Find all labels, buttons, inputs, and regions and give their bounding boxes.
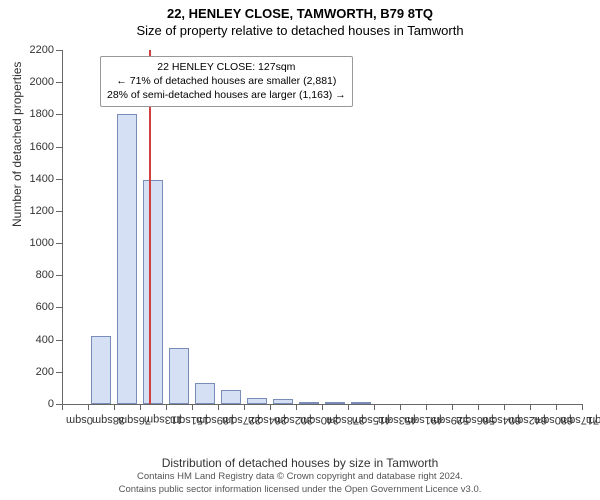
y-tick-label: 1000 bbox=[30, 237, 54, 249]
y-axis-line bbox=[62, 50, 63, 404]
histogram-bar bbox=[325, 402, 345, 404]
x-tick bbox=[582, 404, 583, 410]
histogram-bar bbox=[117, 114, 137, 404]
x-tick bbox=[296, 404, 297, 410]
y-tick-label: 2000 bbox=[30, 76, 54, 88]
callout-line3: 28% of semi-detached houses are larger (… bbox=[107, 88, 346, 102]
x-tick bbox=[88, 404, 89, 410]
x-tick bbox=[452, 404, 453, 410]
x-tick bbox=[270, 404, 271, 410]
x-tick bbox=[166, 404, 167, 410]
chart-plot-area: 0200400600800100012001400160018002000220… bbox=[62, 50, 582, 404]
x-tick bbox=[556, 404, 557, 410]
y-tick-label: 1400 bbox=[30, 173, 54, 185]
y-tick-label: 600 bbox=[36, 301, 54, 313]
x-tick bbox=[504, 404, 505, 410]
x-tick bbox=[530, 404, 531, 410]
histogram-bar bbox=[195, 383, 215, 404]
y-tick-label: 800 bbox=[36, 269, 54, 281]
histogram-bar bbox=[351, 402, 371, 404]
y-tick bbox=[56, 307, 62, 308]
y-tick-label: 400 bbox=[36, 334, 54, 346]
histogram-bar bbox=[273, 399, 293, 404]
y-tick-label: 0 bbox=[48, 398, 54, 410]
y-tick-label: 1800 bbox=[30, 108, 54, 120]
x-tick bbox=[244, 404, 245, 410]
histogram-bar bbox=[221, 390, 241, 404]
histogram-bar bbox=[91, 336, 111, 404]
y-tick bbox=[56, 340, 62, 341]
y-tick bbox=[56, 50, 62, 51]
x-tick bbox=[192, 404, 193, 410]
footer-line2: Contains public sector information licen… bbox=[0, 484, 600, 496]
footer-line1: Contains HM Land Registry data © Crown c… bbox=[0, 471, 600, 483]
histogram-bar bbox=[299, 402, 319, 404]
x-tick bbox=[218, 404, 219, 410]
x-tick bbox=[426, 404, 427, 410]
y-tick bbox=[56, 114, 62, 115]
y-tick-label: 2200 bbox=[30, 44, 54, 56]
x-tick bbox=[478, 404, 479, 410]
y-tick bbox=[56, 147, 62, 148]
y-tick bbox=[56, 179, 62, 180]
chart-title-subtitle: Size of property relative to detached ho… bbox=[0, 21, 600, 38]
histogram-bar bbox=[143, 180, 163, 404]
y-tick bbox=[56, 211, 62, 212]
x-tick bbox=[374, 404, 375, 410]
x-tick bbox=[114, 404, 115, 410]
histogram-bar bbox=[169, 348, 189, 404]
x-tick bbox=[322, 404, 323, 410]
x-axis-label: Distribution of detached houses by size … bbox=[0, 456, 600, 470]
y-axis-label: Number of detached properties bbox=[10, 62, 24, 227]
footer-attribution: Contains HM Land Registry data © Crown c… bbox=[0, 471, 600, 496]
x-tick bbox=[348, 404, 349, 410]
marker-callout: 22 HENLEY CLOSE: 127sqm ← 71% of detache… bbox=[100, 56, 353, 107]
chart-title-address: 22, HENLEY CLOSE, TAMWORTH, B79 8TQ bbox=[0, 0, 600, 21]
y-tick bbox=[56, 275, 62, 276]
x-tick bbox=[62, 404, 63, 410]
y-tick-label: 1600 bbox=[30, 141, 54, 153]
histogram-bar bbox=[247, 398, 267, 404]
y-tick bbox=[56, 243, 62, 244]
callout-line1: 22 HENLEY CLOSE: 127sqm bbox=[107, 60, 346, 74]
y-tick-label: 1200 bbox=[30, 205, 54, 217]
y-tick-label: 200 bbox=[36, 366, 54, 378]
callout-line2: ← 71% of detached houses are smaller (2,… bbox=[107, 74, 346, 88]
x-tick bbox=[140, 404, 141, 410]
y-tick bbox=[56, 372, 62, 373]
y-tick bbox=[56, 82, 62, 83]
x-tick bbox=[400, 404, 401, 410]
